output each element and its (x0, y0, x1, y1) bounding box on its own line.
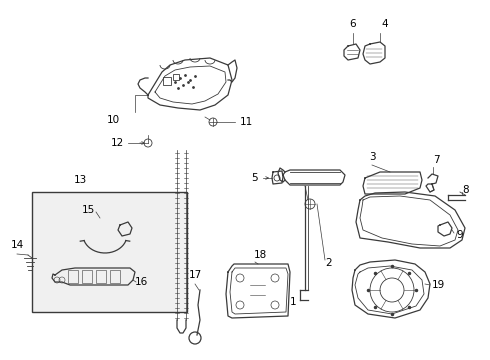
Bar (32, 192, 187, 312)
Bar (68, 270, 78, 283)
Text: 13: 13 (74, 175, 87, 185)
Text: 6: 6 (350, 19, 356, 29)
Text: 19: 19 (432, 280, 445, 290)
Text: 17: 17 (188, 270, 201, 280)
Bar (110, 270, 120, 283)
Text: 12: 12 (111, 138, 124, 148)
Text: 16: 16 (135, 277, 148, 287)
Bar (163, 77, 171, 85)
Bar (96, 270, 106, 283)
Text: 1: 1 (290, 297, 296, 307)
Text: 11: 11 (240, 117, 253, 127)
Bar (173, 74, 179, 80)
Text: 5: 5 (251, 173, 258, 183)
Text: 3: 3 (368, 152, 375, 162)
Text: 8: 8 (462, 185, 468, 195)
Text: 2: 2 (325, 258, 332, 268)
Bar (82, 270, 92, 283)
Text: 18: 18 (253, 250, 267, 260)
Text: 7: 7 (433, 155, 440, 165)
Text: 4: 4 (382, 19, 388, 29)
Text: 9: 9 (456, 230, 463, 240)
Text: 15: 15 (82, 205, 95, 215)
Text: 10: 10 (107, 115, 120, 125)
Text: 14: 14 (10, 240, 24, 250)
